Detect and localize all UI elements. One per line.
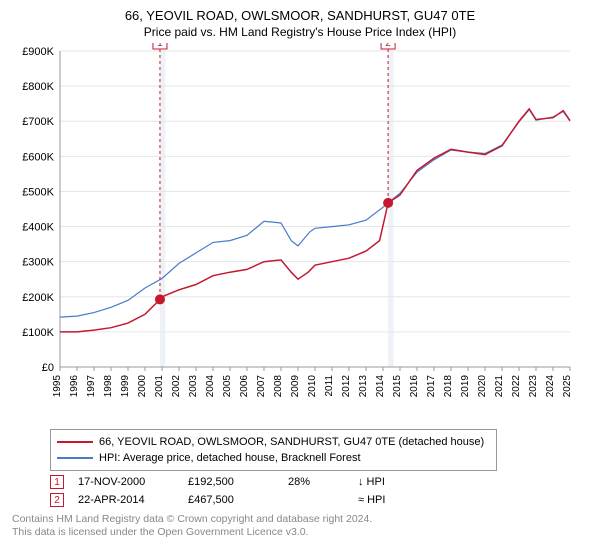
svg-text:2000: 2000 (137, 375, 148, 398)
callouts: 1 17-NOV-2000 £192,500 28% ↓ HPI 2 22-AP… (50, 475, 588, 507)
callout-note: ≈ HPI (358, 494, 385, 506)
svg-text:2018: 2018 (443, 375, 454, 398)
svg-text:£100K: £100K (22, 327, 54, 339)
svg-text:2020: 2020 (477, 375, 488, 398)
callout-note: ↓ HPI (358, 476, 385, 488)
svg-text:2: 2 (385, 43, 391, 49)
callout-row: 1 17-NOV-2000 £192,500 28% ↓ HPI (50, 475, 588, 489)
svg-text:2006: 2006 (239, 375, 250, 398)
svg-text:2008: 2008 (273, 375, 284, 398)
callout-date: 22-APR-2014 (78, 494, 188, 506)
footnote: Contains HM Land Registry data © Crown c… (12, 513, 588, 539)
svg-text:2023: 2023 (528, 375, 539, 398)
svg-text:2001: 2001 (154, 375, 165, 398)
legend-row-property: 66, YEOVIL ROAD, OWLSMOOR, SANDHURST, GU… (57, 434, 484, 450)
legend-label-hpi: HPI: Average price, detached house, Brac… (99, 452, 361, 464)
svg-text:2025: 2025 (562, 375, 573, 398)
callout-badge: 1 (50, 475, 64, 489)
svg-text:2009: 2009 (290, 375, 301, 398)
svg-text:1997: 1997 (86, 375, 97, 398)
svg-text:£0: £0 (42, 362, 54, 374)
svg-text:2024: 2024 (545, 375, 556, 398)
svg-text:£300K: £300K (22, 257, 54, 269)
svg-text:£900K: £900K (22, 46, 54, 58)
callout-price: £467,500 (188, 494, 288, 506)
svg-text:1995: 1995 (52, 375, 63, 398)
svg-text:2012: 2012 (341, 375, 352, 398)
svg-text:£400K: £400K (22, 222, 54, 234)
svg-text:1999: 1999 (120, 375, 131, 398)
callout-price: £192,500 (188, 476, 288, 488)
svg-text:2010: 2010 (307, 375, 318, 398)
chart-title: 66, YEOVIL ROAD, OWLSMOOR, SANDHURST, GU… (12, 8, 588, 23)
line-chart: £0 £100K £200K £300K £400K £500K £600K £700K £80… (12, 43, 588, 423)
svg-text:1: 1 (157, 43, 163, 49)
footnote-line: This data is licensed under the Open Gov… (12, 526, 588, 539)
svg-text:2019: 2019 (460, 375, 471, 398)
svg-text:2004: 2004 (205, 375, 216, 398)
callout-pct: 28% (288, 476, 358, 488)
svg-text:2021: 2021 (494, 375, 505, 398)
legend: 66, YEOVIL ROAD, OWLSMOOR, SANDHURST, GU… (50, 429, 497, 471)
svg-text:£600K: £600K (22, 151, 54, 163)
svg-text:£500K: £500K (22, 186, 54, 198)
chart-subtitle: Price paid vs. HM Land Registry's House … (12, 25, 588, 39)
svg-text:2002: 2002 (171, 375, 182, 398)
legend-label-property: 66, YEOVIL ROAD, OWLSMOOR, SANDHURST, GU… (99, 436, 484, 448)
svg-text:1996: 1996 (69, 375, 80, 398)
svg-text:2022: 2022 (511, 375, 522, 398)
callout-date: 17-NOV-2000 (78, 476, 188, 488)
legend-swatch-hpi (57, 457, 93, 459)
svg-text:2013: 2013 (358, 375, 369, 398)
svg-text:2014: 2014 (375, 375, 386, 398)
callout-row: 2 22-APR-2014 £467,500 ≈ HPI (50, 493, 588, 507)
svg-text:£700K: £700K (22, 116, 54, 128)
svg-text:2007: 2007 (256, 375, 267, 398)
svg-text:1998: 1998 (103, 375, 114, 398)
svg-text:2003: 2003 (188, 375, 199, 398)
svg-text:£800K: £800K (22, 81, 54, 93)
svg-text:2017: 2017 (426, 375, 437, 398)
svg-text:2011: 2011 (324, 375, 335, 397)
footnote-line: Contains HM Land Registry data © Crown c… (12, 513, 588, 526)
chart-area: £0 £100K £200K £300K £400K £500K £600K £700K £80… (12, 43, 588, 423)
legend-row-hpi: HPI: Average price, detached house, Brac… (57, 450, 484, 466)
svg-text:£200K: £200K (22, 292, 54, 304)
svg-text:2005: 2005 (222, 375, 233, 398)
callout-badge: 2 (50, 493, 64, 507)
legend-swatch-property (57, 441, 93, 443)
svg-text:2015: 2015 (392, 375, 403, 398)
svg-text:2016: 2016 (409, 375, 420, 398)
